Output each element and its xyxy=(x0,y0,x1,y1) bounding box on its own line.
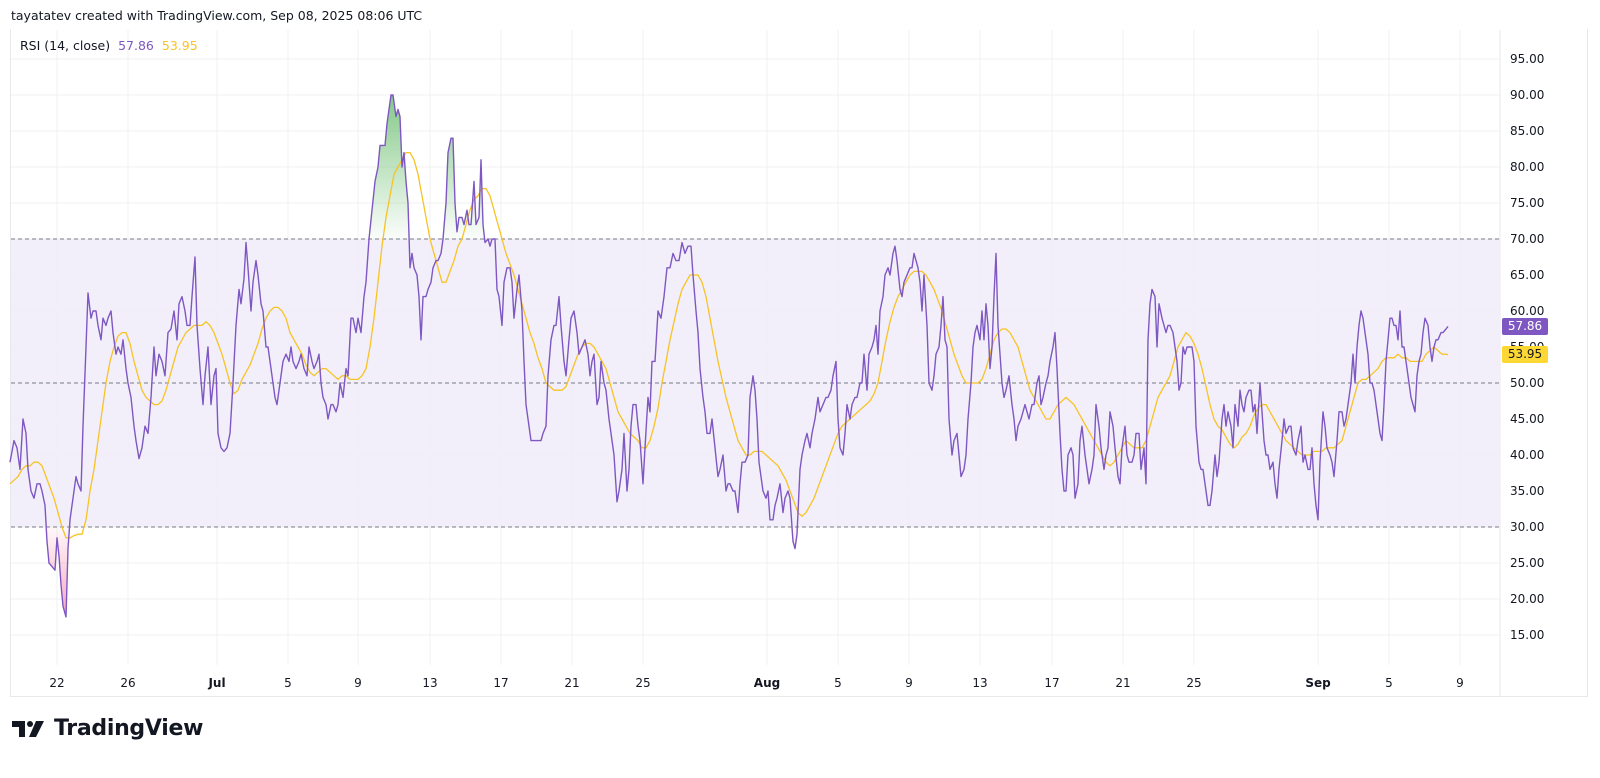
indicator-title: RSI (14, close) xyxy=(20,38,111,53)
svg-text:13: 13 xyxy=(422,676,437,690)
svg-text:9: 9 xyxy=(354,676,362,690)
chart-frame xyxy=(10,29,1588,697)
svg-text:Sep: Sep xyxy=(1305,676,1331,690)
series-lines xyxy=(9,94,1449,618)
svg-text:22: 22 xyxy=(49,676,64,690)
svg-text:9: 9 xyxy=(905,676,913,690)
svg-text:50.00: 50.00 xyxy=(1510,376,1544,390)
svg-text:17: 17 xyxy=(493,676,508,690)
svg-text:90.00: 90.00 xyxy=(1510,88,1544,102)
svg-text:21: 21 xyxy=(564,676,579,690)
svg-text:5: 5 xyxy=(284,676,292,690)
svg-text:65.00: 65.00 xyxy=(1510,268,1544,282)
svg-text:26: 26 xyxy=(120,676,135,690)
svg-text:5: 5 xyxy=(834,676,842,690)
ma-price-tag: 53.95 xyxy=(1502,346,1548,363)
svg-text:25.00: 25.00 xyxy=(1510,556,1544,570)
svg-text:85.00: 85.00 xyxy=(1510,124,1544,138)
svg-text:70.00: 70.00 xyxy=(1510,232,1544,246)
svg-text:40.00: 40.00 xyxy=(1510,448,1544,462)
svg-text:45.00: 45.00 xyxy=(1510,412,1544,426)
svg-text:25: 25 xyxy=(635,676,650,690)
rsi-legend-value: 57.86 xyxy=(118,38,154,53)
svg-text:80.00: 80.00 xyxy=(1510,160,1544,174)
svg-text:13: 13 xyxy=(972,676,987,690)
tradingview-logo-icon xyxy=(12,720,44,737)
ma-legend-value: 53.95 xyxy=(161,38,198,53)
svg-text:Aug: Aug xyxy=(754,676,780,690)
indicator-legend[interactable]: RSI (14, close) 57.86 53.95 xyxy=(20,38,198,53)
svg-text:Jul: Jul xyxy=(207,676,225,690)
tradingview-logo[interactable]: TradingView xyxy=(12,716,203,741)
svg-text:75.00: 75.00 xyxy=(1510,196,1544,210)
brand-name: TradingView xyxy=(54,716,204,741)
svg-text:20.00: 20.00 xyxy=(1510,592,1544,606)
svg-text:60.00: 60.00 xyxy=(1510,304,1544,318)
rsi-band xyxy=(11,238,1500,528)
time-axis[interactable]: 22 26 Jul 5 9 13 17 21 25 Aug 5 9 13 17 21 25 Sep 5 9 xyxy=(49,676,1463,690)
svg-text:95.00: 95.00 xyxy=(1510,52,1544,66)
svg-text:35.00: 35.00 xyxy=(1510,484,1544,498)
svg-text:25: 25 xyxy=(1186,676,1201,690)
svg-text:21: 21 xyxy=(1115,676,1130,690)
attribution-header: tayatatev created with TradingView.com, … xyxy=(11,8,423,23)
svg-text:9: 9 xyxy=(1456,676,1464,690)
svg-text:17: 17 xyxy=(1044,676,1059,690)
svg-text:30.00: 30.00 xyxy=(1510,520,1544,534)
svg-text:5: 5 xyxy=(1385,676,1393,690)
rsi-price-tag: 57.86 xyxy=(1502,318,1548,335)
svg-text:15.00: 15.00 xyxy=(1510,628,1544,642)
